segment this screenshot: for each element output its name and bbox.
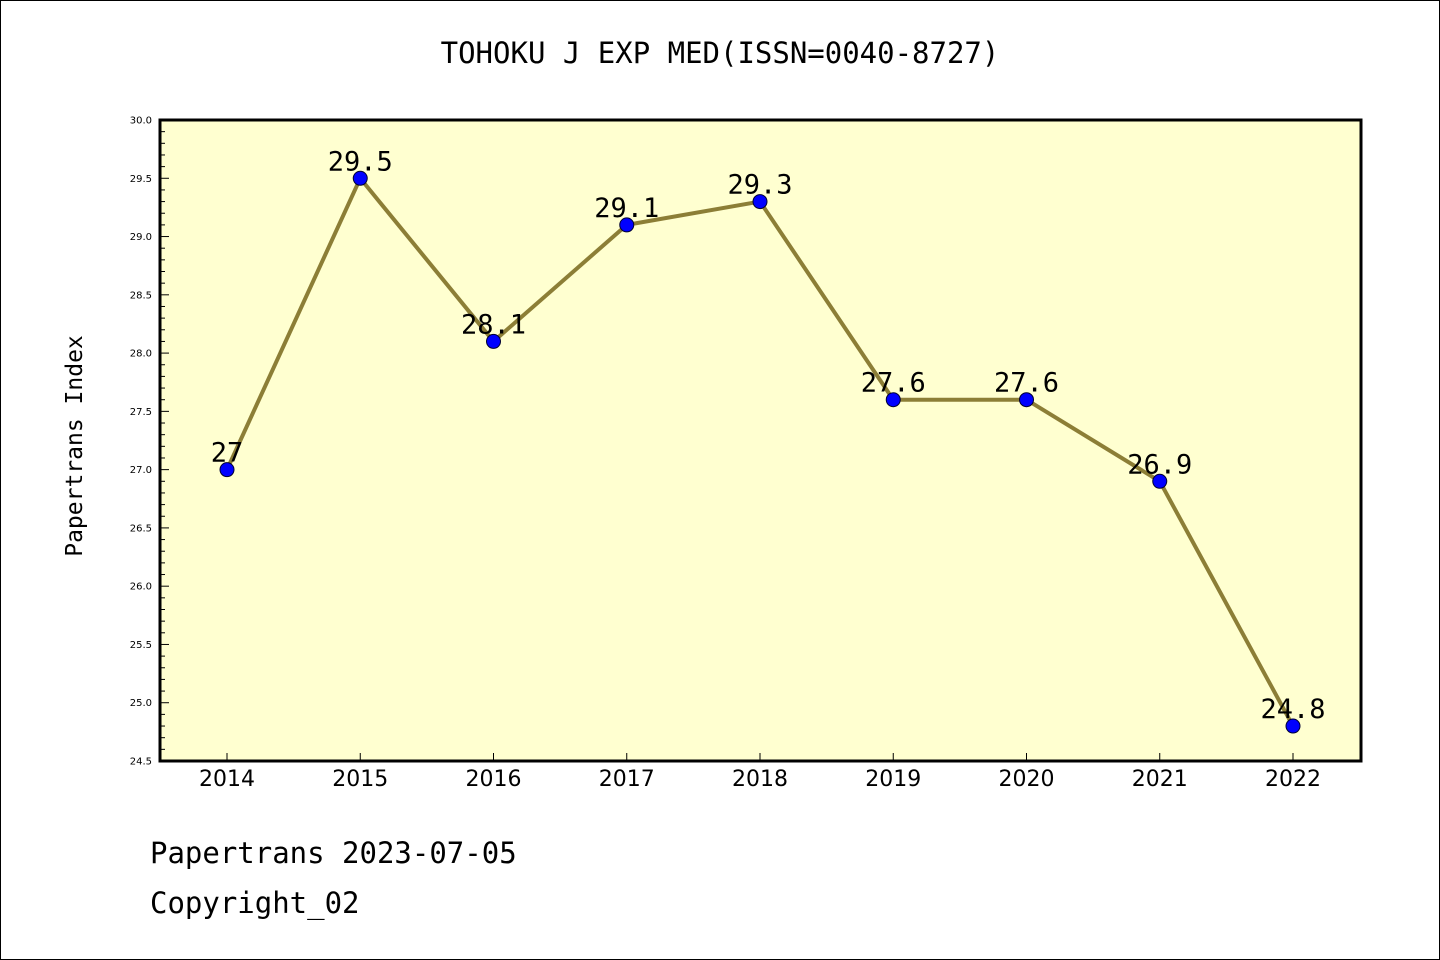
- x-tick-label: 2017: [599, 767, 655, 792]
- data-label: 27: [211, 438, 244, 469]
- data-point: [752, 194, 768, 210]
- data-point: [1019, 392, 1034, 408]
- data-label: 27.6: [861, 368, 926, 399]
- plot-border: [158, 118, 1363, 763]
- chart-title: TOHOKU J EXP MED(ISSN=0040-8727): [440, 36, 1000, 70]
- data-point: [352, 170, 368, 186]
- y-tick-label: 26.5: [130, 523, 152, 534]
- x-tick-label: 2018: [732, 767, 788, 792]
- data-label: 28.1: [461, 309, 526, 340]
- y-tick-label: 27.0: [130, 465, 152, 476]
- y-tick-label: 28.5: [130, 290, 152, 301]
- x-tick-label: 2016: [466, 767, 522, 792]
- x-tick-label: 2015: [332, 767, 388, 792]
- data-point: [486, 333, 501, 349]
- plot-area: [160, 120, 1361, 761]
- data-label: 29.1: [594, 193, 659, 224]
- y-tick-label: 26.0: [130, 582, 152, 593]
- y-tick-label: 30.0: [130, 116, 152, 127]
- y-tick-label: 29.0: [130, 232, 152, 243]
- data-point: [619, 217, 635, 233]
- data-point: [219, 462, 235, 478]
- data-label: 29.3: [727, 170, 792, 201]
- footer-date: Papertrans 2023-07-05: [150, 836, 517, 870]
- footer-copyright: Copyright_02: [150, 886, 360, 920]
- y-tick-label: 24.5: [130, 757, 152, 768]
- x-tick-label: 2022: [1265, 767, 1321, 792]
- y-tick-label: 28.0: [130, 349, 152, 360]
- data-label: 29.5: [328, 146, 393, 177]
- data-label: 26.9: [1127, 449, 1192, 480]
- y-tick-label: 25.5: [130, 640, 152, 651]
- x-tick-label: 2014: [199, 767, 255, 792]
- y-tick-label: 29.5: [130, 174, 152, 185]
- x-tick-label: 2020: [999, 767, 1055, 792]
- y-tick-label: 27.5: [130, 407, 152, 418]
- data-point: [1285, 718, 1301, 734]
- y-tick-label: 25.0: [130, 698, 152, 709]
- data-point: [885, 392, 901, 408]
- data-label: 27.6: [994, 368, 1059, 399]
- x-tick-label: 2019: [865, 767, 921, 792]
- data-label: 24.8: [1260, 694, 1325, 725]
- data-point: [1152, 473, 1168, 489]
- x-tick-label: 2021: [1132, 767, 1188, 792]
